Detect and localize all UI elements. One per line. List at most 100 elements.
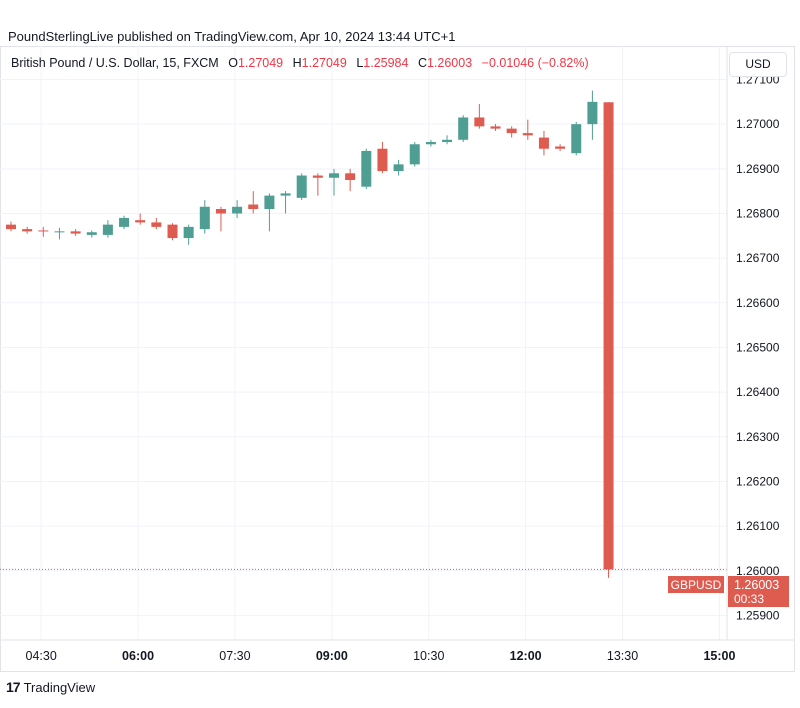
candle-body <box>296 175 307 198</box>
symbol-tag-bg <box>668 576 724 593</box>
candle <box>377 142 388 174</box>
candle <box>183 224 194 245</box>
candle <box>442 135 453 145</box>
candle-body <box>119 217 130 227</box>
legend-low-label: L <box>356 56 364 70</box>
candle-body <box>135 220 146 223</box>
candle <box>280 191 291 214</box>
brand-name: TradingView <box>23 679 96 695</box>
candle-body <box>215 209 226 214</box>
candle-body <box>571 124 582 154</box>
time-axis[interactable]: 04:30 06:00 07:30 09:00 10:30 12:00 13:30 15:00 <box>26 649 736 663</box>
chart-legend: British Pound / U.S. Dollar, 15, FXCM O1… <box>11 56 589 70</box>
candle-body <box>22 229 33 232</box>
candle-body <box>409 144 420 165</box>
candle-body <box>151 222 162 227</box>
chart-frame <box>0 46 795 672</box>
candle-body <box>6 224 16 230</box>
y-tick-label: 1.26900 <box>736 162 780 176</box>
candle <box>474 104 485 129</box>
candle <box>587 90 598 140</box>
candle-body <box>393 164 404 172</box>
candle-body <box>490 126 501 129</box>
candle <box>506 126 517 138</box>
candle <box>490 124 501 131</box>
candle-body <box>232 206 243 214</box>
currency-button[interactable]: USD <box>729 52 787 77</box>
candle <box>361 148 372 189</box>
y-tick-label: 1.26600 <box>736 296 780 310</box>
candle <box>248 191 259 214</box>
x-tick-label: 12:00 <box>510 649 542 663</box>
candle <box>345 168 356 192</box>
x-tick-label: 06:00 <box>122 649 154 663</box>
candle <box>199 200 210 234</box>
candle <box>151 217 162 230</box>
candle <box>329 168 339 196</box>
x-tick-label: 10:30 <box>413 649 444 663</box>
candle-body <box>442 139 453 143</box>
y-tick-label: 1.25900 <box>736 608 780 622</box>
candle <box>538 130 549 156</box>
legend-change: −0.01046 (−0.82%) <box>481 56 589 70</box>
candle-body <box>86 232 97 235</box>
x-tick-label: 04:30 <box>26 649 57 663</box>
candle-body <box>167 224 178 239</box>
candle <box>409 142 420 167</box>
candle <box>571 121 582 156</box>
y-tick-label: 1.26700 <box>736 251 780 265</box>
candle-body <box>425 142 436 145</box>
legend-close-value: 1.26003 <box>426 56 473 70</box>
candle-body <box>38 230 49 232</box>
x-tick-label: 07:30 <box>219 649 250 663</box>
y-tick-label: 1.26200 <box>736 474 780 488</box>
candle <box>264 193 275 232</box>
candle <box>86 230 97 238</box>
candle <box>312 173 323 196</box>
legend-close-label: C <box>417 56 427 70</box>
y-tick-label: 1.26500 <box>736 340 780 354</box>
candle-body <box>199 206 210 230</box>
candle-body <box>329 173 339 178</box>
tradingview-logo-icon: 17 <box>6 679 21 695</box>
candle <box>425 139 436 147</box>
candle <box>22 226 33 234</box>
candle <box>167 223 178 241</box>
y-tick-label: 1.26000 <box>736 564 780 578</box>
candle <box>54 227 65 240</box>
legend-high-value: 1.27049 <box>301 56 347 70</box>
candle-body <box>312 175 323 178</box>
price-tag-value: 1.26003 <box>734 578 779 592</box>
y-tick-label: 1.26100 <box>736 519 780 533</box>
legend-open-value: 1.27049 <box>237 56 284 70</box>
legend-symbol: British Pound / U.S. Dollar, 15, FXCM <box>11 56 219 70</box>
price-axis[interactable]: 1.25900 1.26000 1.26100 1.26200 1.26300 1.264… <box>736 72 780 622</box>
candle-body <box>377 148 388 172</box>
legend-high-label: H <box>292 56 302 70</box>
legend-open-label: O <box>228 56 238 70</box>
candle-body <box>603 102 614 570</box>
candle-body <box>522 133 533 136</box>
candle-body <box>361 150 372 187</box>
x-tick-label: 13:30 <box>607 649 638 663</box>
candle <box>232 200 243 218</box>
candle <box>603 102 614 578</box>
candle <box>70 229 81 236</box>
candle-body <box>70 231 81 234</box>
candle <box>522 119 533 140</box>
candle-body <box>458 117 469 140</box>
candle <box>6 221 16 232</box>
candle <box>296 173 307 201</box>
publisher-line: PoundSterlingLive published on TradingVi… <box>8 29 456 44</box>
x-tick-label: 15:00 <box>703 649 735 663</box>
candle-body <box>474 117 485 127</box>
candle-body <box>555 146 566 149</box>
candle <box>135 213 146 225</box>
candle-body <box>102 224 113 235</box>
candle-body <box>54 231 65 233</box>
candle <box>215 206 226 232</box>
tradingview-brand[interactable]: 17 TradingView <box>6 679 95 695</box>
legend-low-value: 1.25984 <box>363 56 409 70</box>
candle <box>393 159 404 176</box>
